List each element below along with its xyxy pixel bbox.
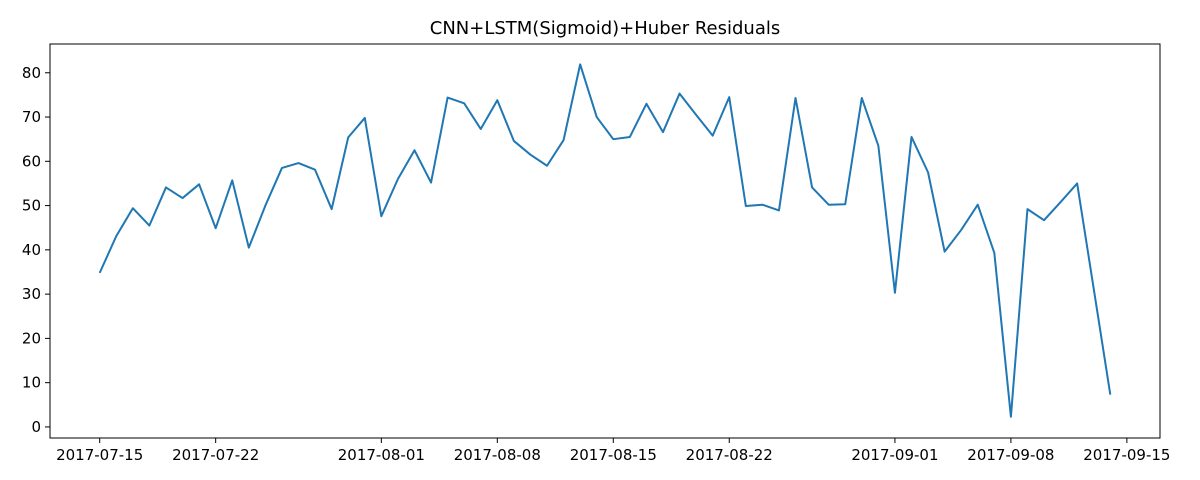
y-axis: 0 10 20 30 40 50 60 70 80 [22, 64, 50, 436]
y-tick-label: 20 [22, 329, 41, 347]
x-tick-label: 2017-08-15 [570, 446, 657, 464]
x-tick-label: 2017-07-22 [172, 446, 259, 464]
x-axis: 2017-07-15 2017-07-22 2017-08-01 2017-08-08… [56, 438, 1170, 464]
y-tick-label: 10 [22, 374, 41, 392]
plot-area [98, 63, 1112, 418]
x-tick-label: 2017-08-22 [686, 446, 773, 464]
x-tick-label: 2017-08-08 [454, 446, 541, 464]
axes-frame [49, 43, 1161, 439]
x-tick-label: 2017-09-15 [1083, 446, 1170, 464]
y-tick-label: 40 [22, 241, 41, 259]
series-line [98, 63, 1112, 418]
y-tick-label: 0 [31, 418, 41, 436]
y-tick-label: 60 [22, 152, 41, 170]
x-tick-label: 2017-07-15 [56, 446, 143, 464]
y-tick-label: 80 [22, 64, 41, 82]
x-tick-label: 2017-08-01 [338, 446, 425, 464]
x-tick-label: 2017-09-01 [851, 446, 938, 464]
y-tick-label: 50 [22, 197, 41, 215]
y-tick-label: 30 [22, 285, 41, 303]
x-tick-label: 2017-09-08 [967, 446, 1054, 464]
y-tick-label: 70 [22, 108, 41, 126]
chart-title: CNN+LSTM(Sigmoid)+Huber Residuals [430, 18, 780, 39]
